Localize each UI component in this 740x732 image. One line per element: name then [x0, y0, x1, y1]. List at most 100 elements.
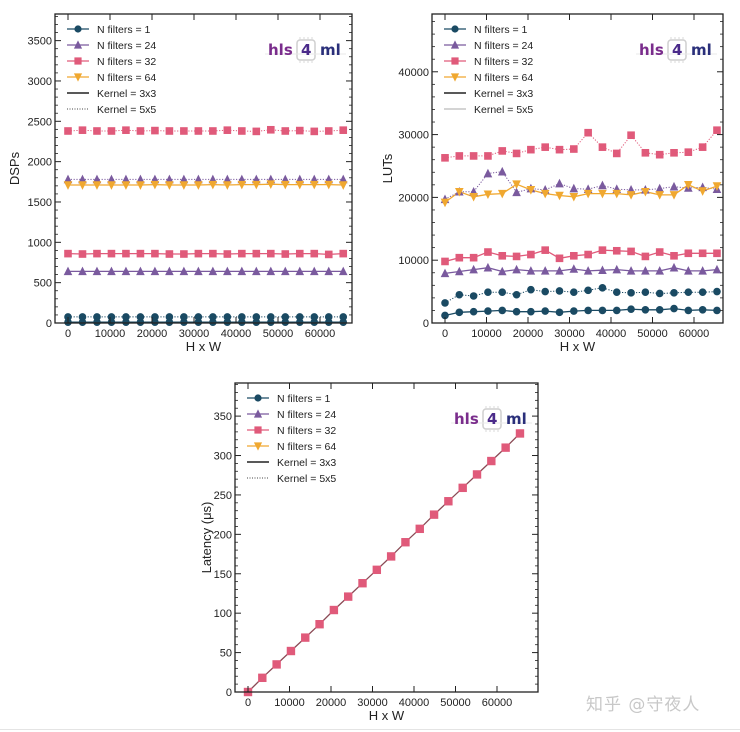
series-markers [441, 246, 721, 266]
square-marker-icon [343, 592, 353, 601]
logo-hls-text: hls [639, 41, 664, 59]
square-marker-icon [286, 646, 296, 656]
series-markers [64, 249, 348, 259]
dsp-chart: 0 10000 20000 30000 40000 50000 60000 0 500 1000 1… [7, 13, 353, 354]
triangle-down-marker-icon [208, 180, 218, 190]
x-tick-label: 20000 [137, 328, 168, 340]
triangle-up-marker-icon [469, 264, 478, 274]
square-marker-icon [527, 250, 535, 259]
y-tick-label: 0 [46, 318, 52, 330]
legend-label: N filters = 64 [97, 72, 156, 84]
triangle-up-marker-icon [63, 174, 73, 184]
legend-item: Kernel = 5x5 [444, 104, 533, 116]
circle-marker-icon [584, 286, 592, 295]
x-tick-label: 60000 [482, 697, 513, 709]
series-group [440, 126, 722, 320]
legend-label: N filters = 24 [277, 409, 336, 421]
square-marker-icon [122, 126, 130, 134]
triangle-down-marker-icon [655, 191, 665, 200]
square-marker-icon [93, 127, 101, 135]
square-marker-icon [584, 250, 592, 259]
triangle-up-marker-icon [338, 266, 348, 276]
legend-label: Kernel = 5x5 [277, 473, 336, 485]
triangle-up-marker-icon [92, 174, 102, 184]
square-marker-icon [444, 497, 453, 506]
triangle-down-marker-icon [698, 187, 707, 196]
circle-marker-icon [310, 313, 319, 321]
legend-item: N filters = 32 [444, 56, 533, 68]
triangle-up-marker-icon [165, 266, 174, 276]
legend-label: N filters = 64 [277, 441, 336, 453]
legend-item: N filters = 24 [247, 409, 336, 421]
square-marker-icon [74, 57, 82, 65]
square-marker-icon [165, 127, 174, 135]
circle-marker-icon [698, 288, 707, 297]
square-marker-icon [151, 249, 159, 258]
square-marker-icon [512, 252, 521, 261]
triangle-down-marker-icon [295, 180, 305, 190]
circle-marker-icon [451, 25, 459, 33]
circle-marker-icon [267, 318, 275, 326]
circle-marker-icon [310, 318, 319, 326]
triangle-down-marker-icon [684, 181, 693, 190]
triangle-down-marker-icon [121, 181, 131, 190]
circle-marker-icon [93, 318, 101, 326]
triangle-down-marker-icon [483, 190, 493, 200]
triangle-up-marker-icon [338, 174, 348, 184]
circle-marker-icon [484, 307, 492, 315]
triangle-up-marker-icon [121, 266, 131, 276]
circle-marker-icon [484, 288, 492, 297]
x-tick-label: 30000 [554, 328, 585, 340]
legend-label: Kernel = 3x3 [277, 457, 336, 469]
square-marker-icon [501, 443, 510, 452]
square-marker-icon [78, 250, 87, 258]
x-tick-label: 30000 [179, 328, 210, 340]
legend-label: N filters = 24 [474, 40, 533, 52]
square-marker-icon [670, 251, 678, 260]
square-marker-icon [165, 250, 174, 258]
triangle-up-marker-icon [641, 266, 650, 275]
logo-4-text: 4 [301, 41, 311, 59]
square-marker-icon [441, 257, 449, 266]
x-tick-label: 10000 [274, 697, 305, 709]
square-marker-icon [223, 250, 232, 258]
legend: N filters = 1 N filters = 24 N filters = 3… [444, 24, 533, 116]
series-markers [63, 174, 348, 184]
triangle-down-marker-icon [63, 181, 73, 190]
watermark-text: 知乎 @守夜人 [586, 695, 701, 715]
triangle-down-marker-icon [612, 189, 622, 199]
x-tick-label: 0 [245, 697, 251, 709]
circle-marker-icon [469, 307, 478, 316]
square-marker-icon [64, 249, 72, 258]
square-marker-icon [324, 250, 333, 259]
triangle-down-marker-icon [641, 187, 650, 197]
square-marker-icon [541, 246, 549, 254]
triangle-down-marker-icon [526, 186, 536, 195]
circle-marker-icon [598, 284, 607, 292]
square-marker-icon [584, 128, 592, 137]
square-marker-icon [612, 246, 621, 255]
legend-item: N filters = 24 [67, 40, 156, 52]
triangle-up-marker-icon [626, 266, 636, 275]
chip-outline-icon [296, 39, 316, 61]
triangle-up-marker-icon [497, 166, 507, 176]
square-marker-icon [372, 565, 382, 575]
square-marker-icon [194, 127, 203, 135]
legend-label: Kernel = 5x5 [474, 104, 533, 116]
triangle-down-marker-icon [266, 180, 276, 190]
triangle-up-marker-icon [698, 266, 707, 275]
y-tick-label: 2500 [28, 116, 52, 128]
x-tick-label: 0 [442, 328, 448, 340]
series-markers [64, 318, 348, 326]
triangle-up-marker-icon [295, 266, 305, 276]
square-marker-icon [598, 143, 607, 151]
square-marker-icon [451, 57, 459, 65]
square-marker-icon [64, 127, 72, 135]
circle-marker-icon [698, 306, 707, 314]
circle-marker-icon [641, 288, 650, 297]
y-tick-label: 20000 [398, 192, 429, 204]
legend-label: N filters = 64 [474, 72, 533, 84]
triangle-down-marker-icon [136, 181, 145, 190]
x-tick-label: 30000 [357, 697, 388, 709]
circle-marker-icon [670, 289, 678, 297]
